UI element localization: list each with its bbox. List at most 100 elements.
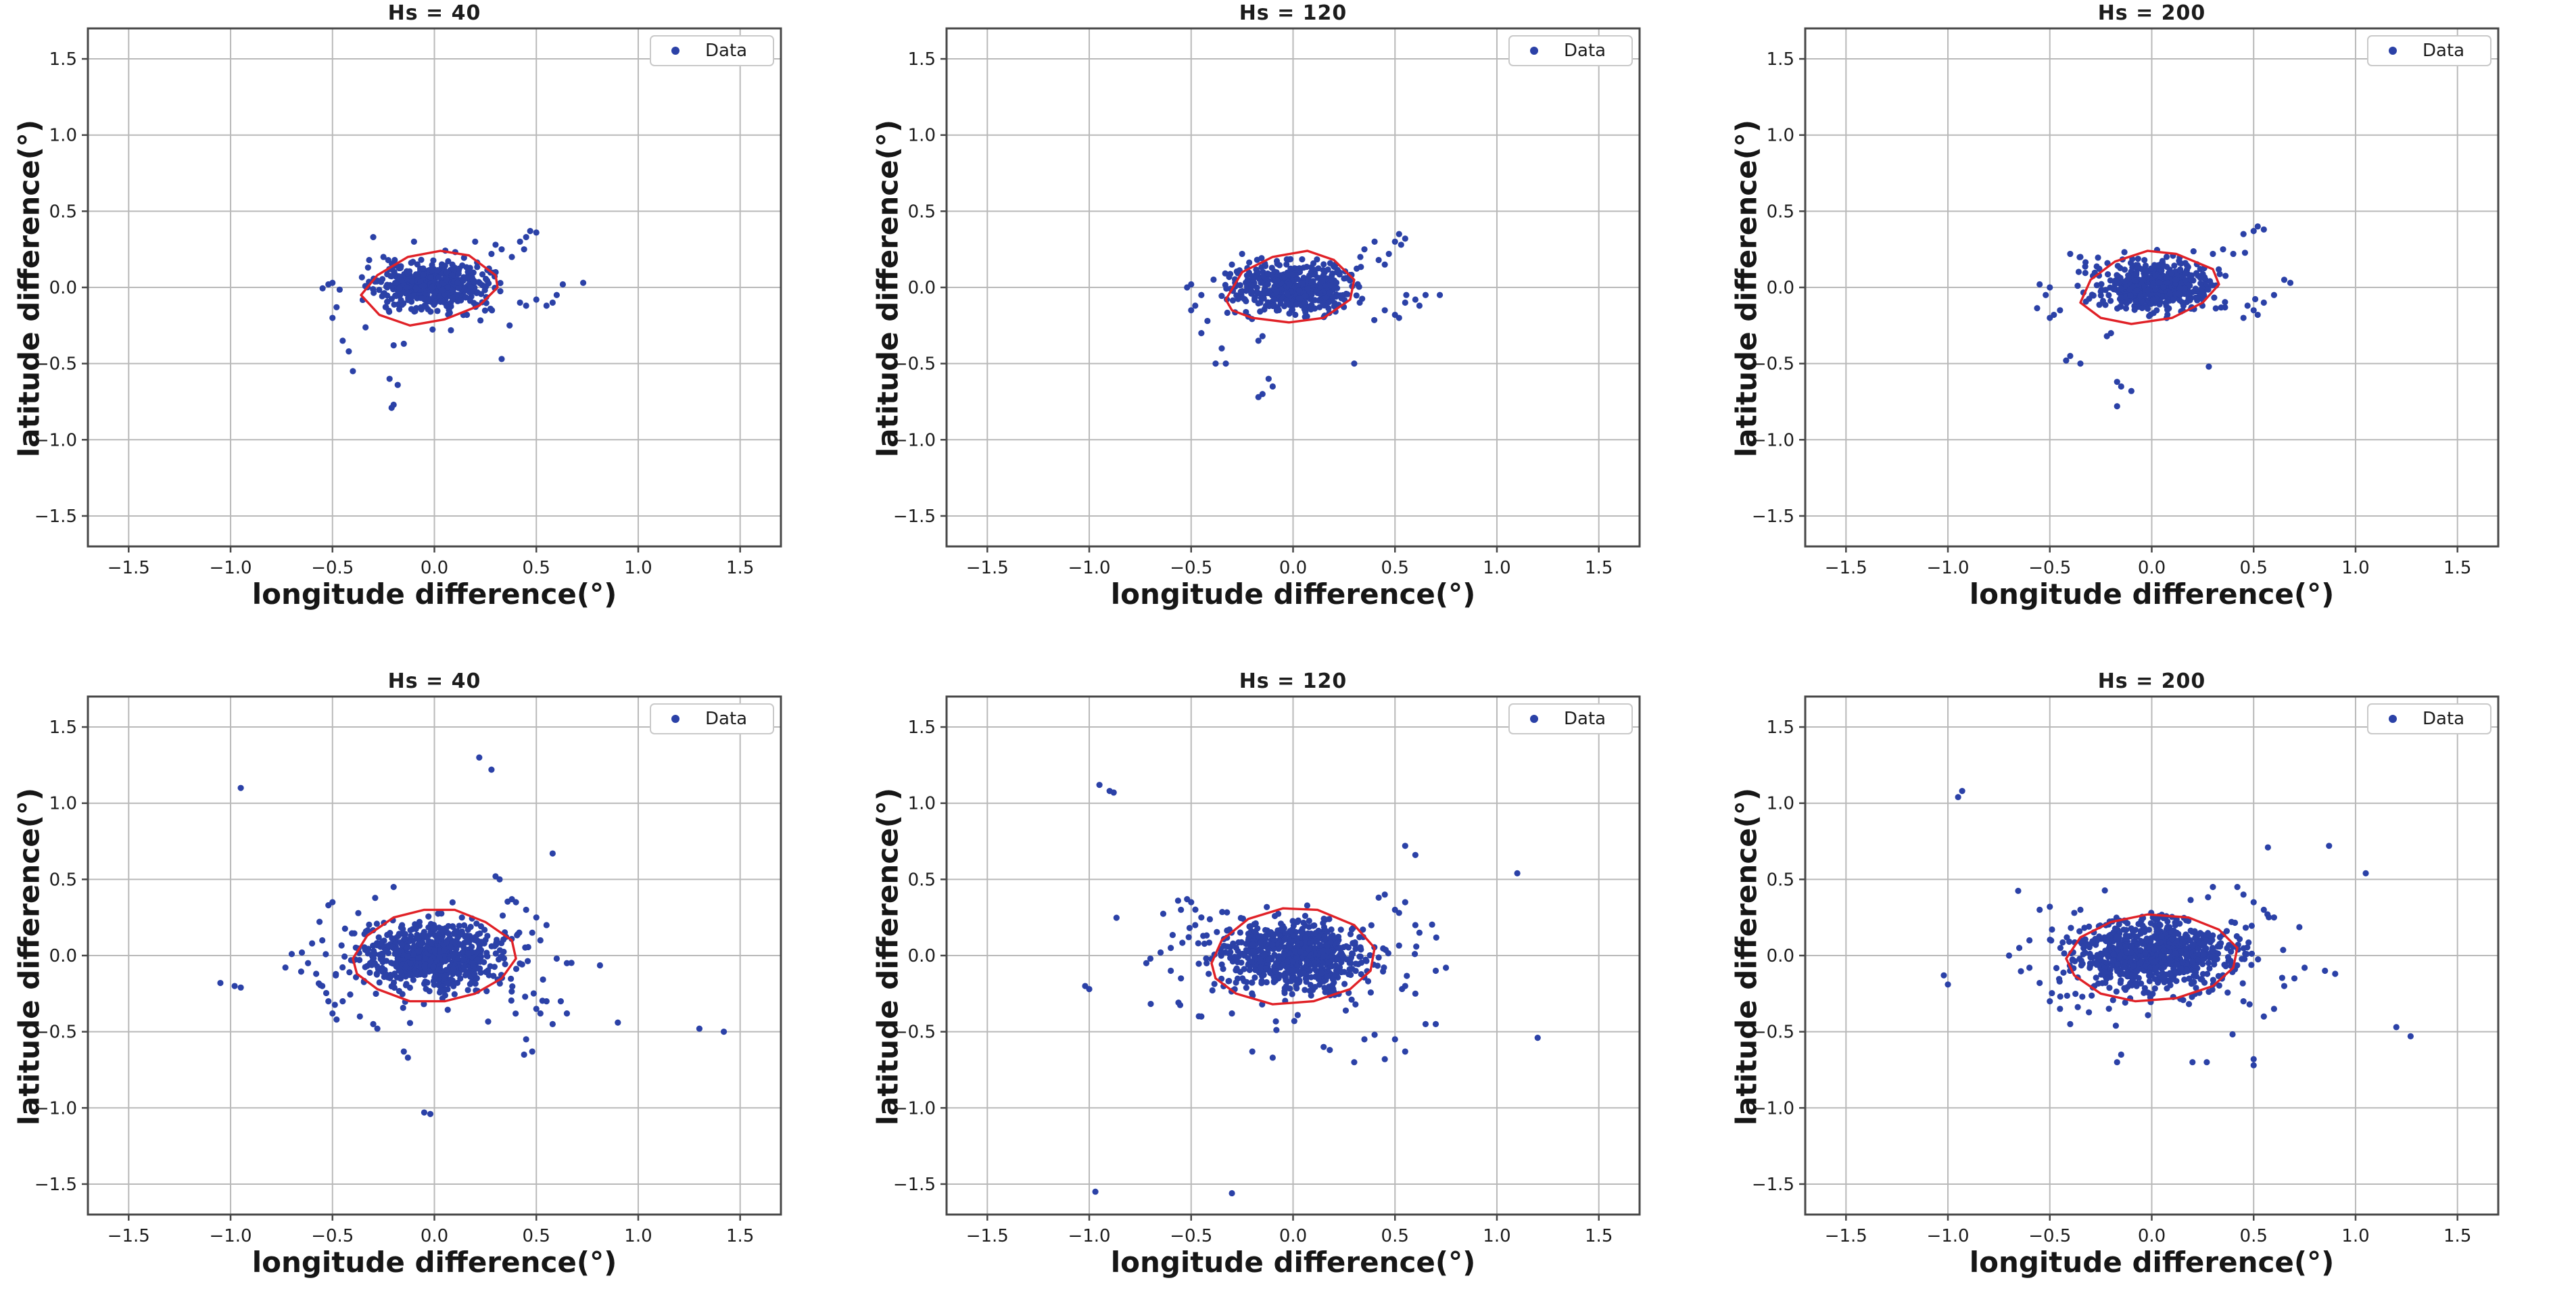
svg-text:−1.5: −1.5 <box>893 507 936 527</box>
svg-text:0.0: 0.0 <box>2138 1226 2166 1246</box>
subplot-hs200-bottom: −1.5 −1.5 −1.0 −1.0 −0.5 −0.5 0.0 0.0 0.5 0.5 1.0 1… <box>1717 646 2576 1293</box>
svg-text:−0.5: −0.5 <box>1752 1022 1794 1043</box>
svg-text:0.0: 0.0 <box>2138 558 2166 578</box>
scatter-plot-canvas: −1.5 −1.5 −1.0 −1.0 −0.5 −0.5 0.0 0.0 0.5 0.5 1.0 1… <box>34 695 782 1246</box>
svg-text:1.5: 1.5 <box>1767 718 1794 738</box>
svg-text:−1.5: −1.5 <box>108 558 150 578</box>
y-axis-label: latitude difference(°) <box>12 119 46 458</box>
svg-text:−0.5: −0.5 <box>311 1226 354 1246</box>
legend-label: Data <box>1564 41 1606 61</box>
svg-text:−1.0: −1.0 <box>893 1098 936 1119</box>
scatter-plot-canvas: −1.5 −1.5 −1.0 −1.0 −0.5 −0.5 0.0 0.0 0.5 0.5 1.0 1… <box>34 27 782 578</box>
x-axis-label: longitude difference(°) <box>1969 578 2335 611</box>
svg-text:−1.5: −1.5 <box>34 507 77 527</box>
legend-label: Data <box>2423 709 2465 729</box>
svg-text:0.5: 0.5 <box>523 558 550 578</box>
svg-text:0.5: 0.5 <box>49 202 77 222</box>
svg-text:1.0: 1.0 <box>2341 558 2369 578</box>
svg-text:−0.5: −0.5 <box>893 1022 936 1043</box>
svg-text:0.5: 0.5 <box>1767 202 1794 222</box>
scatter-plot-canvas: −1.5 −1.5 −1.0 −1.0 −0.5 −0.5 0.0 0.0 0.5 0.5 1.0 1… <box>1752 695 2500 1246</box>
plot-title: Hs = 200 <box>2097 669 2206 693</box>
svg-text:0.0: 0.0 <box>1279 1226 1307 1246</box>
svg-text:0.5: 0.5 <box>1381 1226 1409 1246</box>
legend: Data <box>650 703 774 734</box>
svg-text:−1.0: −1.0 <box>1068 1226 1110 1246</box>
plot-title: Hs = 120 <box>1239 1 1347 25</box>
svg-text:0.0: 0.0 <box>1767 278 1794 298</box>
legend-marker-icon <box>671 47 679 55</box>
svg-text:0.0: 0.0 <box>421 1226 448 1246</box>
svg-text:−1.5: −1.5 <box>108 1226 150 1246</box>
legend: Data <box>2367 35 2491 66</box>
svg-text:−0.5: −0.5 <box>311 558 354 578</box>
subplot-hs200-top: −1.5 −1.5 −1.0 −1.0 −0.5 −0.5 0.0 0.0 0.5 0.5 1.0 1… <box>1717 0 2576 646</box>
svg-text:0.0: 0.0 <box>908 946 936 966</box>
svg-text:−1.0: −1.0 <box>893 430 936 450</box>
x-axis-label: longitude difference(°) <box>252 1246 617 1279</box>
scatter-plot-canvas: −1.5 −1.5 −1.0 −1.0 −0.5 −0.5 0.0 0.0 0.5 0.5 1.0 1… <box>1752 27 2500 578</box>
subplot-hs40-top: −1.5 −1.5 −1.0 −1.0 −0.5 −0.5 0.0 0.0 0.5 0.5 1.0 1… <box>0 0 859 646</box>
subplot-hs120-top: −1.5 −1.5 −1.0 −1.0 −0.5 −0.5 0.0 0.0 0.5 0.5 1.0 1… <box>859 0 1717 646</box>
svg-text:0.0: 0.0 <box>49 278 77 298</box>
svg-text:1.0: 1.0 <box>1483 558 1510 578</box>
svg-text:1.0: 1.0 <box>2341 1226 2369 1246</box>
svg-text:1.0: 1.0 <box>908 794 936 814</box>
legend-marker-icon <box>2389 47 2397 55</box>
svg-text:−1.5: −1.5 <box>1825 558 1867 578</box>
svg-text:1.0: 1.0 <box>624 1226 652 1246</box>
y-axis-label: latitude difference(°) <box>871 119 905 458</box>
x-axis-label: longitude difference(°) <box>1110 578 1476 611</box>
legend: Data <box>1508 35 1633 66</box>
svg-text:1.5: 1.5 <box>2443 1226 2471 1246</box>
svg-text:0.5: 0.5 <box>2240 1226 2268 1246</box>
legend: Data <box>650 35 774 66</box>
svg-text:−0.5: −0.5 <box>1752 354 1794 375</box>
y-axis-label: latitude difference(°) <box>1730 119 1763 458</box>
svg-text:−1.5: −1.5 <box>893 1175 936 1195</box>
plot-title: Hs = 120 <box>1239 669 1347 693</box>
svg-text:0.5: 0.5 <box>2240 558 2268 578</box>
svg-text:−1.5: −1.5 <box>34 1175 77 1195</box>
svg-text:−0.5: −0.5 <box>2028 558 2071 578</box>
svg-text:0.0: 0.0 <box>908 278 936 298</box>
svg-text:−1.0: −1.0 <box>209 558 252 578</box>
plot-title: Hs = 200 <box>2097 1 2206 25</box>
legend-marker-icon <box>2389 715 2397 723</box>
subplot-hs40-bottom: −1.5 −1.5 −1.0 −1.0 −0.5 −0.5 0.0 0.0 0.5 0.5 1.0 1… <box>0 646 859 1293</box>
svg-text:−1.0: −1.0 <box>34 430 77 450</box>
legend-marker-icon <box>1530 47 1538 55</box>
legend-label: Data <box>705 709 748 729</box>
svg-text:−1.5: −1.5 <box>966 558 1009 578</box>
svg-text:0.5: 0.5 <box>1381 558 1409 578</box>
svg-text:1.0: 1.0 <box>624 558 652 578</box>
svg-text:1.0: 1.0 <box>1767 794 1794 814</box>
svg-text:−1.5: −1.5 <box>1825 1226 1867 1246</box>
svg-text:0.5: 0.5 <box>908 870 936 890</box>
y-axis-label: latitude difference(°) <box>1730 787 1763 1126</box>
svg-text:−0.5: −0.5 <box>2028 1226 2071 1246</box>
svg-text:−1.0: −1.0 <box>1926 1226 1969 1246</box>
svg-text:0.0: 0.0 <box>1767 946 1794 966</box>
x-axis-label: longitude difference(°) <box>1110 1246 1476 1279</box>
subplot-hs120-bottom: −1.5 −1.5 −1.0 −1.0 −0.5 −0.5 0.0 0.0 0.5 0.5 1.0 1… <box>859 646 1717 1293</box>
svg-text:1.0: 1.0 <box>1483 1226 1510 1246</box>
svg-text:1.0: 1.0 <box>908 126 936 146</box>
legend-label: Data <box>1564 709 1606 729</box>
svg-text:1.5: 1.5 <box>908 718 936 738</box>
svg-text:−1.0: −1.0 <box>34 1098 77 1119</box>
svg-text:1.5: 1.5 <box>49 718 77 738</box>
svg-text:−1.0: −1.0 <box>1752 1098 1794 1119</box>
x-axis-label: longitude difference(°) <box>252 578 617 611</box>
svg-text:1.5: 1.5 <box>2443 558 2471 578</box>
svg-text:1.5: 1.5 <box>49 49 77 70</box>
y-axis-label: latitude difference(°) <box>871 787 905 1126</box>
legend-label: Data <box>2423 41 2465 61</box>
svg-text:1.5: 1.5 <box>1585 1226 1613 1246</box>
svg-text:−0.5: −0.5 <box>893 354 936 375</box>
legend-marker-icon <box>671 715 679 723</box>
svg-text:−1.5: −1.5 <box>1752 1175 1794 1195</box>
svg-text:−1.5: −1.5 <box>1752 507 1794 527</box>
svg-text:0.5: 0.5 <box>908 202 936 222</box>
